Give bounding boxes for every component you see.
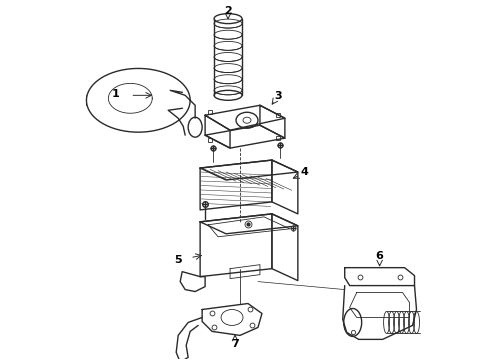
Text: 1: 1	[112, 89, 119, 99]
Text: 4: 4	[301, 167, 309, 177]
Text: 5: 5	[174, 255, 182, 265]
Text: 7: 7	[231, 339, 239, 349]
Text: 2: 2	[224, 6, 232, 15]
Text: 3: 3	[274, 91, 282, 101]
Text: 6: 6	[376, 251, 384, 261]
